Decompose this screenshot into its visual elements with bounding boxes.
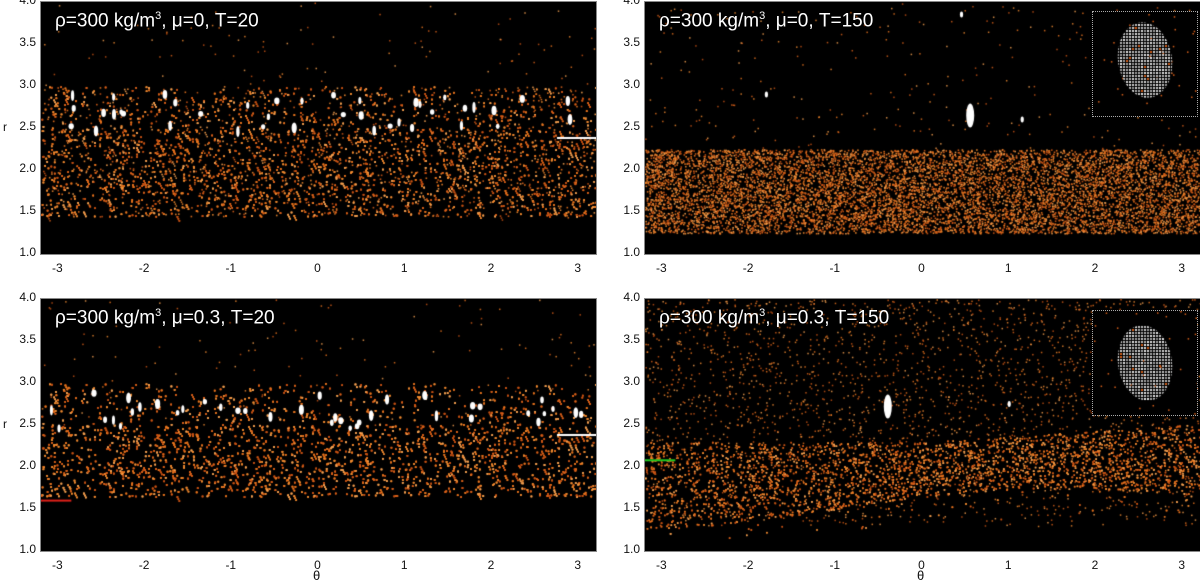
x-tick-label: 3 bbox=[574, 261, 581, 275]
x-axis-label: θ bbox=[313, 568, 321, 583]
x-tick-label: -1 bbox=[225, 558, 237, 572]
y-axis-label: r bbox=[3, 417, 7, 431]
y-tick-label: 3.5 bbox=[623, 332, 640, 346]
y-tick-label: 1.5 bbox=[19, 500, 36, 514]
panel-title: ρ=300 kg/m3, μ=0, T=20 bbox=[55, 10, 259, 32]
y-tick-label: 1.5 bbox=[623, 500, 640, 514]
y-tick-label: 4.0 bbox=[19, 0, 36, 7]
panel-title: ρ=300 kg/m3, μ=0, T=150 bbox=[659, 10, 874, 32]
y-tick-label: 3.5 bbox=[19, 332, 36, 346]
x-tick-label: 1 bbox=[400, 558, 408, 572]
x-tick-label: -1 bbox=[225, 261, 237, 275]
y-tick-label: 1.5 bbox=[623, 203, 640, 217]
x-axis-label: θ bbox=[917, 568, 925, 583]
x-tick-label: 3 bbox=[1178, 261, 1185, 275]
x-tick-label: 1 bbox=[400, 261, 408, 275]
y-tick-label: 3.0 bbox=[19, 77, 36, 91]
particle-scatter bbox=[41, 299, 596, 551]
panel-top-right: ρ=300 kg/m3, μ=0, T=150 bbox=[644, 1, 1200, 255]
x-tick-label: 3 bbox=[574, 558, 581, 572]
y-tick-label: 2.5 bbox=[623, 416, 640, 430]
x-tick-label: -2 bbox=[742, 261, 754, 275]
x-tick-label: -3 bbox=[52, 261, 63, 275]
y-tick-label: 2.0 bbox=[19, 458, 36, 472]
y-tick-label: 3.0 bbox=[623, 77, 640, 91]
y-tick-label: 2.5 bbox=[19, 416, 36, 430]
particle-scatter bbox=[41, 2, 596, 254]
panel-bottom-left: ρ=300 kg/m3, μ=0.3, T=20 bbox=[40, 298, 597, 552]
y-tick-label: 1.0 bbox=[19, 245, 36, 259]
y-tick-label: 2.0 bbox=[623, 458, 640, 472]
x-tick-label: 3 bbox=[1178, 558, 1185, 572]
x-tick-label: 2 bbox=[487, 261, 495, 275]
x-tick-label: 2 bbox=[487, 558, 495, 572]
y-tick-label: 4.0 bbox=[623, 0, 640, 7]
x-tick-label: -3 bbox=[656, 558, 667, 572]
y-tick-label: 2.5 bbox=[19, 119, 36, 133]
y-tick-label: 3.0 bbox=[623, 374, 640, 388]
x-tick-label: 2 bbox=[1091, 261, 1099, 275]
x-tick-label: 2 bbox=[1091, 558, 1099, 572]
x-tick-label: 0 bbox=[918, 558, 925, 572]
y-tick-label: 4.0 bbox=[623, 290, 640, 304]
y-tick-label: 4.0 bbox=[19, 290, 36, 304]
x-tick-label: -2 bbox=[138, 558, 150, 572]
y-tick-label: 1.5 bbox=[19, 203, 36, 217]
x-tick-label: 0 bbox=[918, 261, 925, 275]
y-tick-label: 2.0 bbox=[19, 161, 36, 175]
x-tick-label: 0 bbox=[314, 261, 321, 275]
y-tick-label: 3.5 bbox=[623, 35, 640, 49]
x-tick-label: 1 bbox=[1004, 558, 1012, 572]
y-axis-label: r bbox=[3, 120, 7, 134]
x-tick-label: -3 bbox=[656, 261, 667, 275]
inset-aggregate-view bbox=[1092, 11, 1198, 117]
panel-title: ρ=300 kg/m3, μ=0.3, T=150 bbox=[659, 307, 890, 329]
x-tick-label: -1 bbox=[829, 261, 841, 275]
panel-top-left: ρ=300 kg/m3, μ=0, T=20 bbox=[40, 1, 597, 255]
aggregate-inset bbox=[1093, 12, 1197, 116]
y-tick-label: 2.0 bbox=[623, 161, 640, 175]
inset-aggregate-view bbox=[1092, 310, 1198, 416]
y-tick-label: 1.0 bbox=[623, 542, 640, 556]
x-tick-label: 0 bbox=[314, 558, 321, 572]
y-tick-label: 3.5 bbox=[19, 35, 36, 49]
x-tick-label: -2 bbox=[138, 261, 150, 275]
panel-bottom-right: ρ=300 kg/m3, μ=0.3, T=150 bbox=[644, 298, 1200, 552]
panel-title: ρ=300 kg/m3, μ=0.3, T=20 bbox=[55, 307, 275, 329]
x-tick-label: -3 bbox=[52, 558, 63, 572]
y-tick-label: 3.0 bbox=[19, 374, 36, 388]
x-tick-label: -2 bbox=[742, 558, 754, 572]
aggregate-inset bbox=[1093, 311, 1197, 415]
y-tick-label: 1.0 bbox=[19, 542, 36, 556]
x-tick-label: -1 bbox=[829, 558, 841, 572]
x-tick-label: 1 bbox=[1004, 261, 1012, 275]
y-tick-label: 1.0 bbox=[623, 245, 640, 259]
y-tick-label: 2.5 bbox=[623, 119, 640, 133]
